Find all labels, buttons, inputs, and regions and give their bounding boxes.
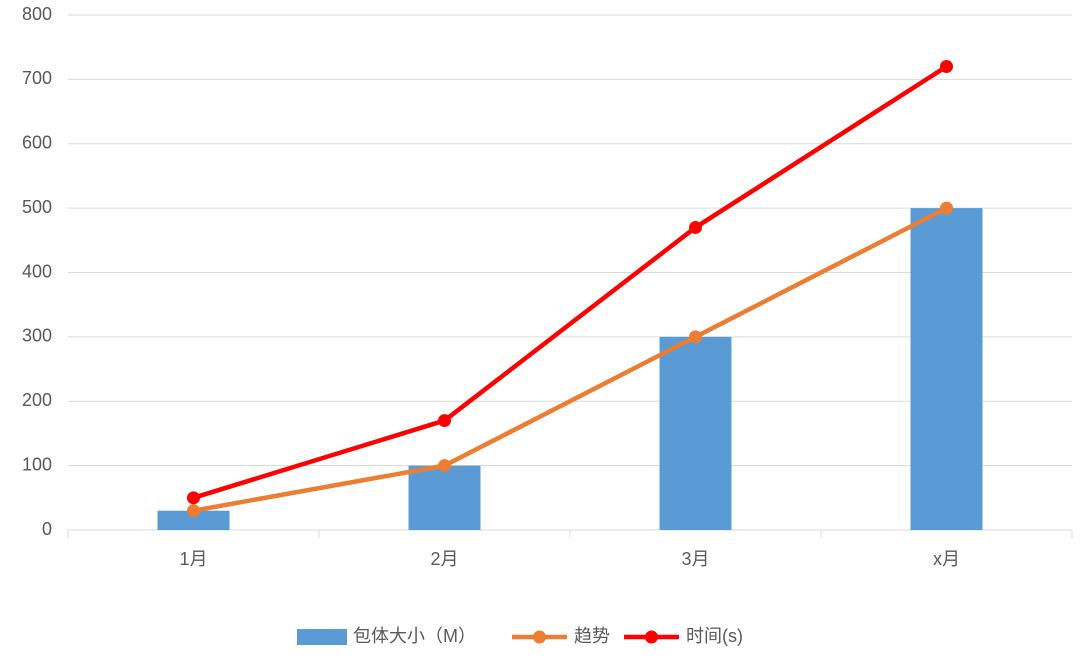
bar <box>659 336 732 530</box>
y-tick-label: 0 <box>42 519 52 539</box>
bar <box>157 510 230 530</box>
y-tick-label: 700 <box>22 68 52 88</box>
y-tick-label: 200 <box>22 390 52 410</box>
x-tick-label: 1月 <box>179 549 207 569</box>
y-tick-label: 800 <box>22 4 52 24</box>
y-tick-label: 500 <box>22 197 52 217</box>
bar <box>910 208 983 530</box>
legend-marker <box>533 630 546 644</box>
marker <box>438 414 451 428</box>
x-tick-label: 2月 <box>430 549 458 569</box>
legend-label: 包体大小（M） <box>353 626 476 646</box>
marker <box>689 330 702 344</box>
bar <box>408 465 481 530</box>
legend-marker <box>645 630 658 644</box>
line <box>192 64 948 500</box>
y-tick-label: 300 <box>22 326 52 346</box>
y-tick-label: 600 <box>22 133 52 153</box>
marker <box>438 459 451 473</box>
legend-label: 时间(s) <box>686 626 743 646</box>
legend-label: 趋势 <box>574 626 610 646</box>
x-tick-label: 3月 <box>681 549 709 569</box>
y-tick-label: 100 <box>22 454 52 474</box>
y-tick-label: 400 <box>22 261 52 281</box>
marker <box>187 491 200 505</box>
marker <box>689 220 702 234</box>
marker <box>940 60 953 73</box>
x-tick-label: x月 <box>933 549 960 569</box>
legend-swatch <box>297 629 347 645</box>
line <box>193 206 948 513</box>
marker <box>940 201 953 215</box>
marker <box>187 504 200 518</box>
